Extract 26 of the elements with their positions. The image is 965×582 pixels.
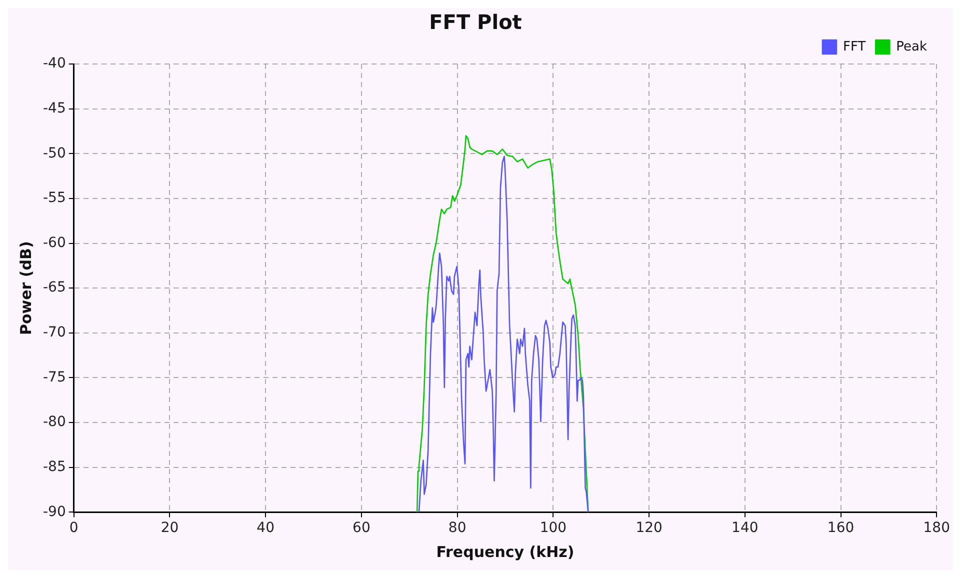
y-axis-title: Power (dB) [16, 241, 35, 336]
x-tick-label: 20 [160, 520, 179, 536]
legend-label: FFT [842, 39, 866, 54]
y-tick-label: -45 [42, 100, 66, 116]
x-tick-label: 0 [69, 520, 78, 536]
y-tick-label: -70 [42, 324, 66, 341]
y-tick-label: -40 [42, 56, 66, 72]
y-tick-label: -90 [42, 504, 66, 520]
legend-label: Peak [896, 39, 928, 54]
x-tick-label: 100 [540, 520, 567, 536]
chart-title: FFT Plot [429, 10, 522, 34]
x-tick-label: 160 [827, 520, 854, 536]
y-tick-label: -50 [42, 145, 66, 162]
y-tick-label: -55 [42, 190, 66, 206]
x-tick-label: 140 [732, 520, 758, 536]
y-tick-label: -85 [42, 459, 66, 476]
x-tick-label: 180 [923, 520, 950, 536]
x-tick-label: 120 [636, 520, 662, 536]
y-tick-label: -75 [42, 369, 66, 386]
x-tick-label: 80 [448, 520, 466, 536]
x-axis-title: Frequency (kHz) [436, 542, 574, 561]
x-tick-label: 40 [256, 520, 275, 536]
y-tick-label: -60 [42, 234, 66, 251]
y-tick-label: -65 [42, 280, 66, 296]
y-tick-label: -80 [42, 414, 66, 430]
x-tick-label: 60 [352, 520, 370, 536]
